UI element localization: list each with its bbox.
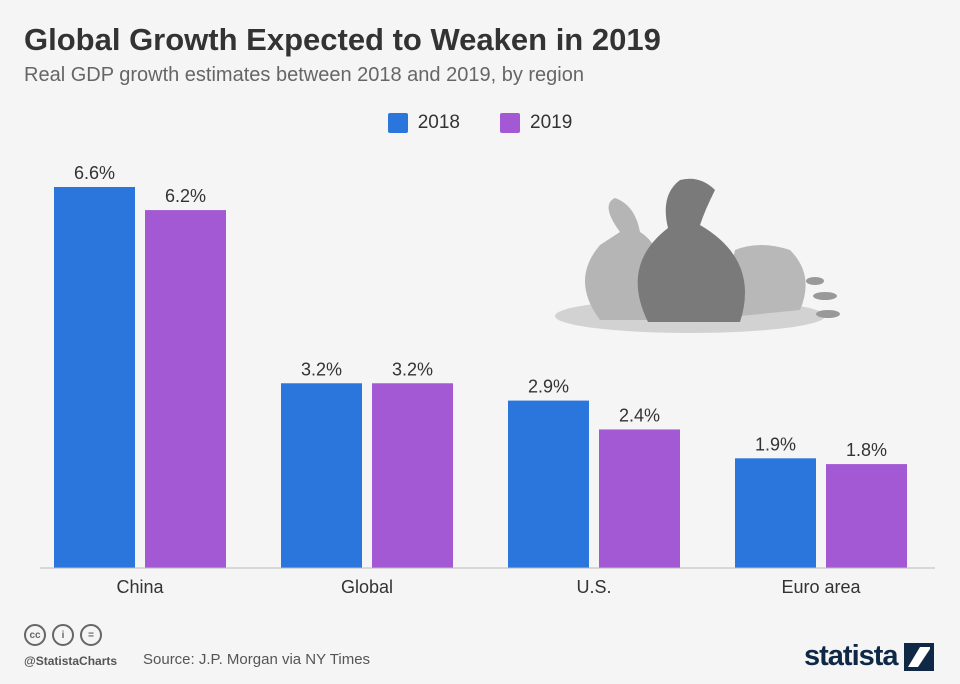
data-label: 6.6% bbox=[74, 163, 115, 183]
data-label: 3.2% bbox=[301, 359, 342, 379]
logo-text: statista bbox=[804, 640, 899, 672]
attribution-icon: i bbox=[52, 624, 74, 646]
bar-2019-u-s- bbox=[599, 429, 680, 568]
cc-icon: cc bbox=[24, 624, 46, 646]
data-label: 1.9% bbox=[755, 434, 796, 454]
data-label: 3.2% bbox=[392, 359, 433, 379]
twitter-handle[interactable]: @StatistaCharts bbox=[24, 654, 118, 668]
statista-logo[interactable]: statista bbox=[804, 640, 934, 673]
statista-mark-icon bbox=[903, 642, 934, 671]
legend: 2018 2019 bbox=[0, 112, 960, 134]
data-label: 1.8% bbox=[846, 440, 887, 460]
money-bags-icon bbox=[555, 178, 840, 333]
legend-item-2019: 2019 bbox=[500, 112, 572, 134]
legend-swatch-2018 bbox=[387, 113, 408, 133]
bar-2019-china bbox=[145, 210, 226, 568]
x-tick-label: Global bbox=[341, 577, 393, 597]
chart-subtitle: Real GDP growth estimates between 2018 a… bbox=[24, 64, 584, 86]
legend-item-2018: 2018 bbox=[387, 112, 460, 134]
bar-2018-china bbox=[54, 187, 135, 568]
no-derivatives-icon: = bbox=[80, 624, 102, 646]
legend-label: 2018 bbox=[417, 112, 460, 133]
data-label: 2.9% bbox=[528, 377, 569, 397]
x-tick-label: Euro area bbox=[781, 577, 861, 597]
x-tick-label: China bbox=[116, 577, 164, 597]
bar-2018-global bbox=[281, 383, 362, 568]
bar-2018-euro-area bbox=[735, 458, 816, 568]
bar-2019-euro-area bbox=[826, 464, 907, 568]
bar-2019-global bbox=[372, 383, 453, 568]
x-tick-label: U.S. bbox=[576, 577, 611, 597]
legend-swatch-2019 bbox=[500, 113, 520, 133]
license-icons: cc i = bbox=[24, 624, 102, 646]
bar-2018-u-s- bbox=[508, 400, 589, 568]
source-text: Source: J.P. Morgan via NY Times bbox=[143, 651, 371, 668]
chart-title: Global Growth Expected to Weaken in 2019 bbox=[24, 22, 661, 57]
legend-label: 2019 bbox=[530, 112, 573, 133]
data-label: 2.4% bbox=[619, 405, 660, 425]
data-label: 6.2% bbox=[165, 186, 206, 206]
